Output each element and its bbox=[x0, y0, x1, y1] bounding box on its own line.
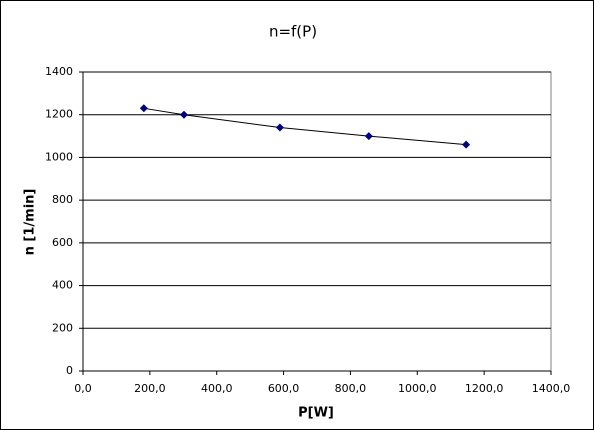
x-tick-label: 800,0 bbox=[335, 382, 367, 395]
point-marker bbox=[179, 110, 188, 119]
y-tick-label: 1400 bbox=[45, 65, 73, 78]
x-tick-label: 600,0 bbox=[268, 382, 300, 395]
y-tick-label: 0 bbox=[66, 364, 73, 377]
chart-title: n=f(P) bbox=[269, 23, 317, 41]
y-tick-label: 1000 bbox=[45, 150, 73, 163]
y-tick-label: 800 bbox=[52, 193, 73, 206]
y-tick-label: 600 bbox=[52, 236, 73, 249]
x-tick-label: 200,0 bbox=[134, 382, 166, 395]
point-marker bbox=[139, 104, 148, 113]
point-marker bbox=[364, 132, 373, 141]
x-axis-title: P[W] bbox=[298, 406, 334, 421]
x-tick-label: 0,0 bbox=[74, 382, 92, 395]
y-tick-label: 200 bbox=[52, 321, 73, 334]
point-marker bbox=[462, 140, 471, 149]
y-tick-label: 1200 bbox=[45, 108, 73, 121]
plot-area bbox=[82, 71, 552, 372]
x-tick-label: 1200,0 bbox=[465, 382, 504, 395]
x-tick-label: 400,0 bbox=[201, 382, 233, 395]
y-axis-title: n [1/min] bbox=[23, 189, 38, 256]
y-tick-label: 400 bbox=[52, 279, 73, 292]
x-tick-label: 1000,0 bbox=[398, 382, 437, 395]
point-marker bbox=[275, 123, 284, 132]
x-tick-label: 1400,0 bbox=[532, 382, 571, 395]
